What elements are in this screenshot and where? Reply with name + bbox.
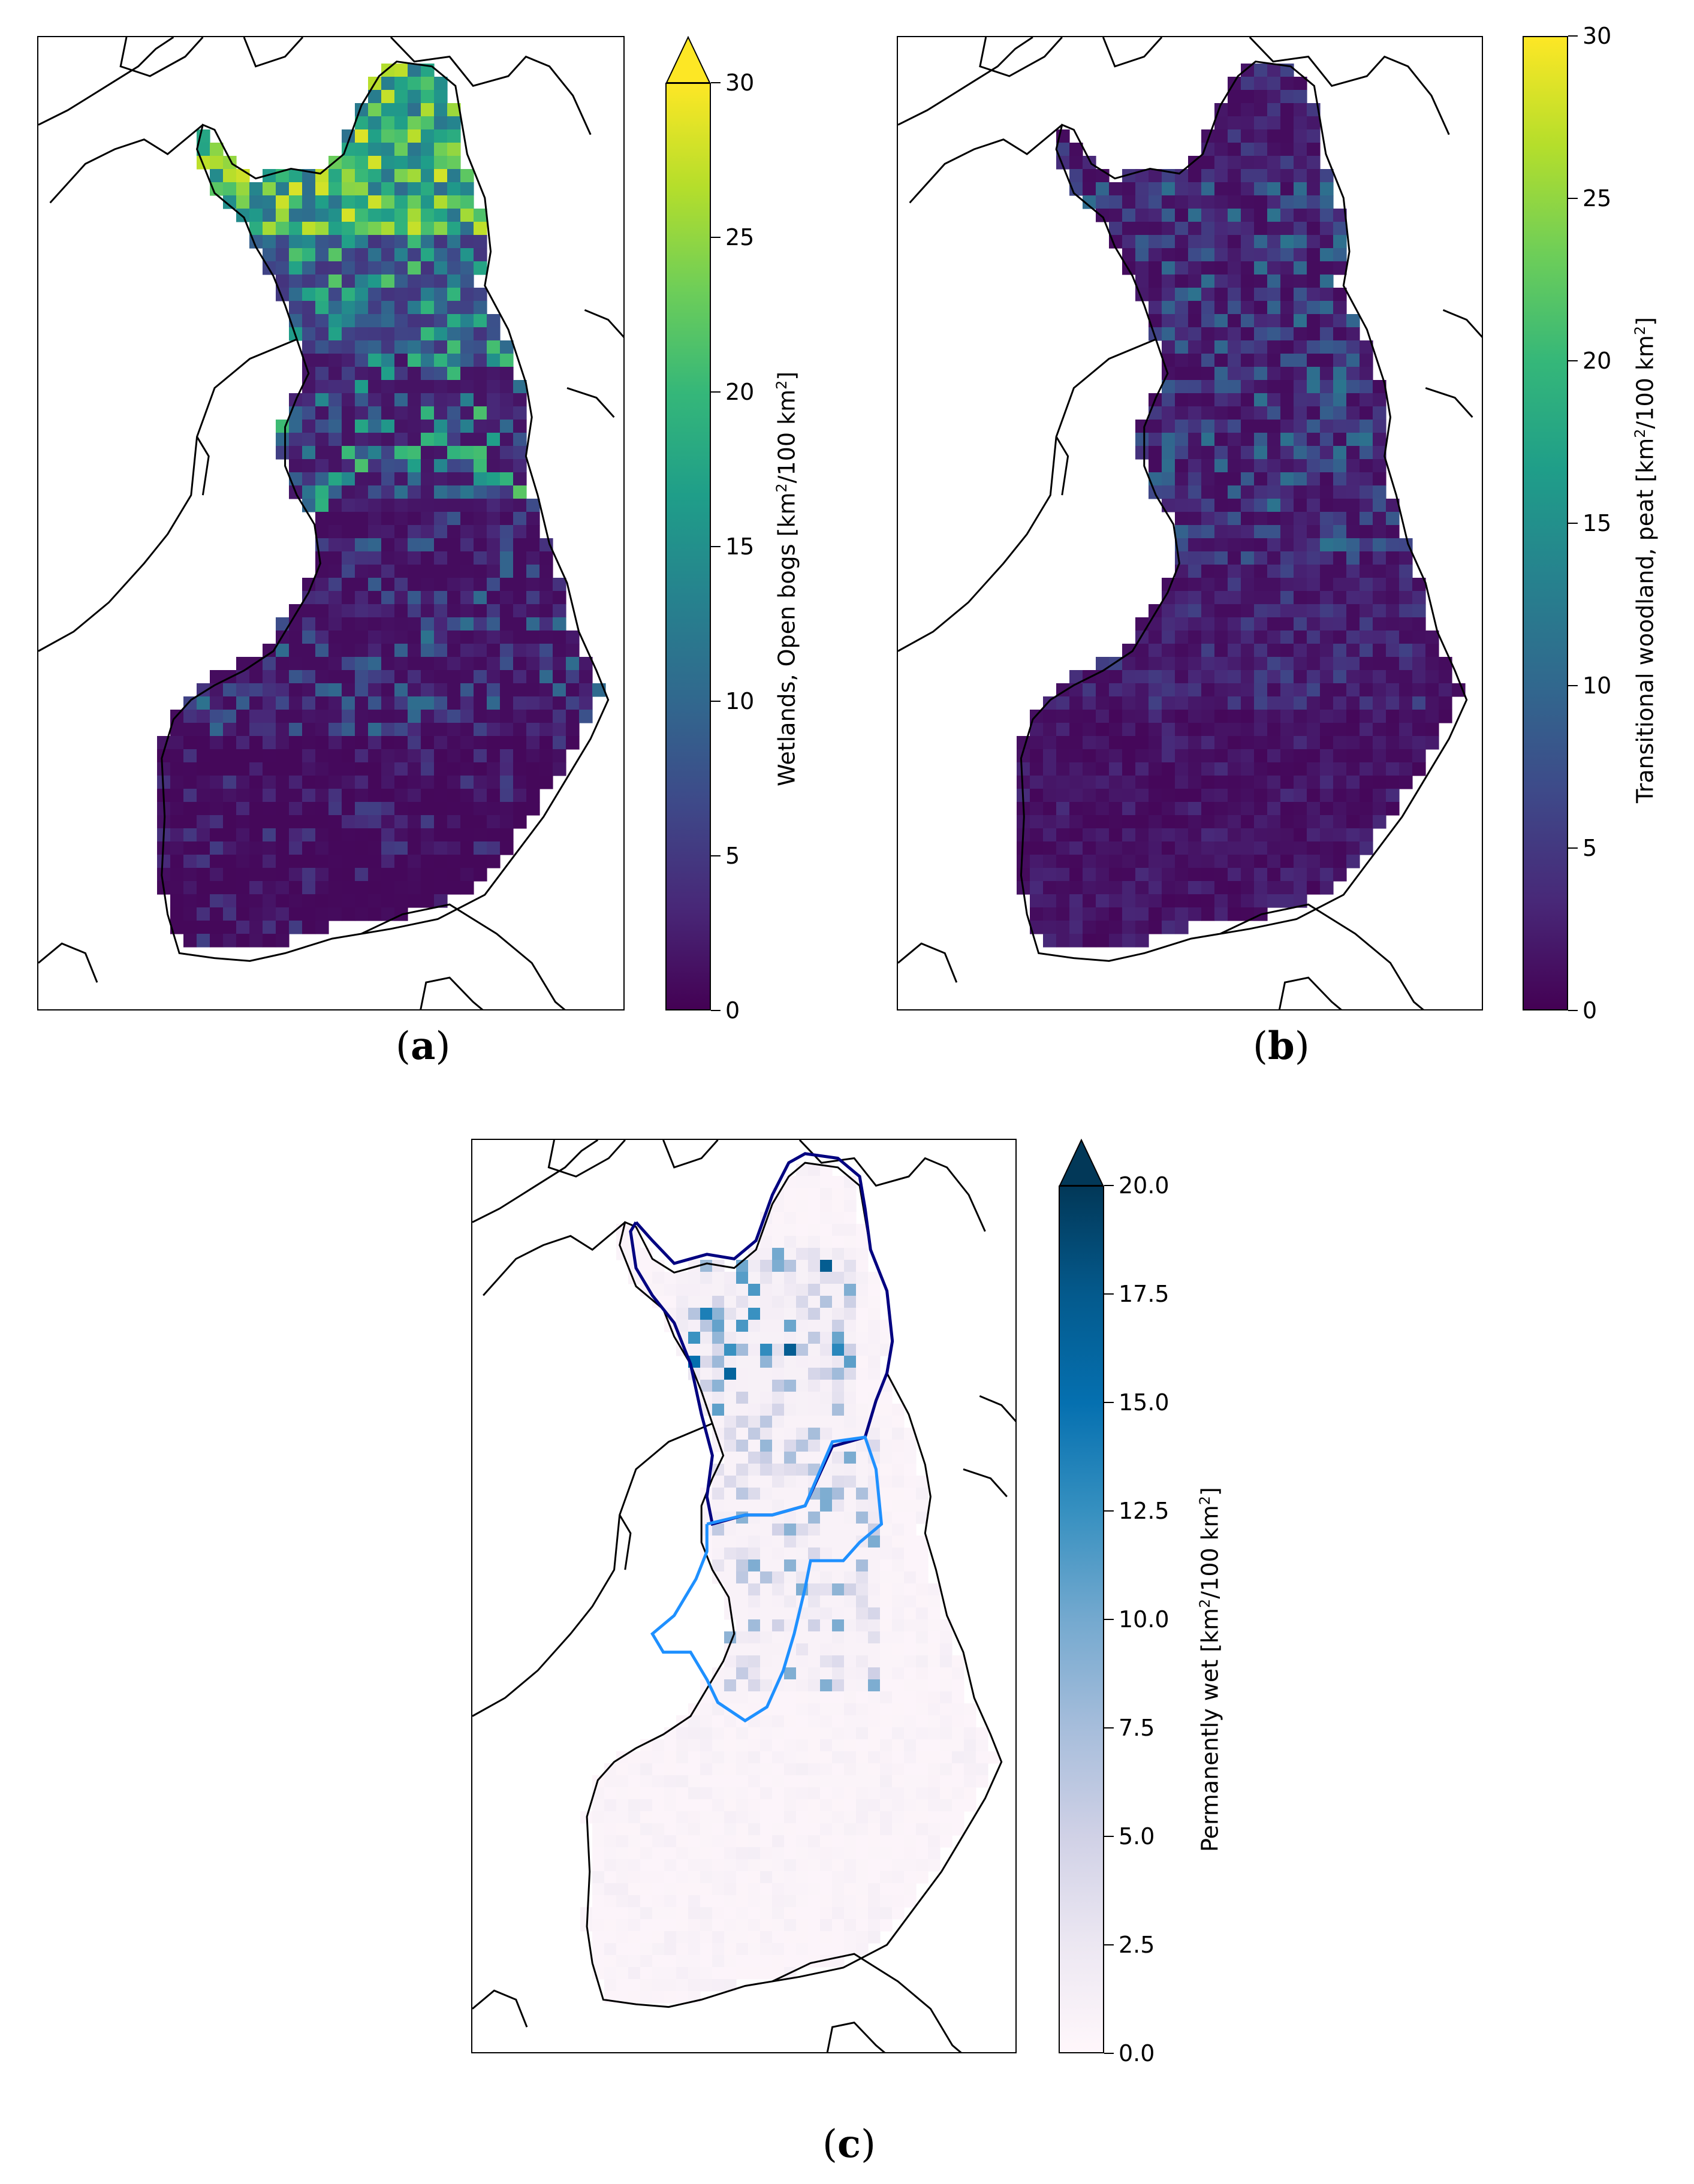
map-b — [897, 36, 1483, 1010]
colorbar-c-tick — [1104, 1510, 1114, 1512]
colorbar-c-tick — [1104, 1293, 1114, 1295]
colorbar-b-tick — [1568, 198, 1578, 199]
colorbar-c-tick-label: 20.0 — [1119, 1172, 1169, 1199]
colorbar-c-tick-label: 2.5 — [1119, 1932, 1155, 1958]
colorbar-c-tick-label: 12.5 — [1119, 1498, 1169, 1524]
colorbar-b-tick-label: 20 — [1583, 348, 1612, 374]
colorbar-a-tick — [711, 237, 721, 238]
colorbar-a-tick — [711, 391, 721, 393]
colorbar-a-tick — [711, 855, 721, 856]
colorbar-a-tick-label: 5 — [725, 843, 740, 869]
colorbar-c-tick — [1104, 1185, 1114, 1186]
colorbar-c-label: Permanently wet [km2/100 km2] — [1196, 1487, 1223, 1852]
colorbar-b-tick — [1568, 523, 1578, 524]
colorbar-a-tick — [711, 82, 721, 83]
colorbar-c — [1059, 1185, 1104, 2053]
colorbar-c-extend-arrow — [1059, 1139, 1104, 1186]
colorbar-a-extend-arrow — [665, 36, 711, 83]
colorbar-b-tick-label: 30 — [1583, 23, 1612, 49]
colorbar-a-tick — [711, 701, 721, 702]
colorbar-b-tick-label: 25 — [1583, 185, 1612, 212]
colorbar-a-tick — [711, 546, 721, 547]
colorbar-b-tick-label: 5 — [1583, 835, 1597, 861]
colorbar-b-tick-label: 10 — [1583, 672, 1612, 699]
colorbar-a — [665, 83, 711, 1010]
map-c-svg — [472, 1140, 1015, 2052]
colorbar-c-tick-label: 0.0 — [1119, 2040, 1155, 2067]
colorbar-c-tick — [1104, 1402, 1114, 1403]
colorbar-c-tick — [1104, 1619, 1114, 1620]
colorbar-b-tick — [1568, 35, 1578, 37]
colorbar-b-tick — [1568, 360, 1578, 361]
colorbar-c-tick — [1104, 1727, 1114, 1729]
colorbar-a-label: Wetlands, Open bogs [km2/100 km2] — [773, 371, 800, 786]
map-b-svg — [898, 37, 1482, 1009]
colorbar-b-tick — [1568, 847, 1578, 849]
colorbar-a-tick-label: 10 — [725, 688, 755, 714]
colorbar-c-tick-label: 17.5 — [1119, 1281, 1169, 1307]
colorbar-c-tick — [1104, 1944, 1114, 1945]
colorbar-b-tick — [1568, 1010, 1578, 1011]
colorbar-c-tick-label: 15.0 — [1119, 1389, 1169, 1416]
colorbar-a-tick-label: 0 — [725, 997, 740, 1024]
colorbar-c-tick-label: 7.5 — [1119, 1715, 1155, 1741]
colorbar-b-label: Transitional woodland, peat [km2/100 km2… — [1632, 316, 1659, 803]
panel-label-b: (b) — [1253, 1024, 1310, 1069]
colorbar-a-tick — [711, 1010, 721, 1011]
colorbar-c-tick — [1104, 1836, 1114, 1837]
map-a-svg — [38, 37, 623, 1009]
panel-label-a: (a) — [396, 1024, 451, 1069]
colorbar-b-tick-label: 0 — [1583, 997, 1597, 1024]
map-a — [37, 36, 625, 1010]
panel-label-c: (c) — [822, 2122, 876, 2167]
colorbar-a-tick-label: 15 — [725, 533, 755, 560]
colorbar-b — [1523, 36, 1568, 1010]
colorbar-c-tick-label: 10.0 — [1119, 1606, 1169, 1633]
colorbar-c-tick-label: 5.0 — [1119, 1823, 1155, 1850]
colorbar-b-tick — [1568, 685, 1578, 686]
colorbar-a-tick-label: 25 — [725, 224, 755, 251]
map-c — [471, 1139, 1017, 2053]
colorbar-c-tick — [1104, 2053, 1114, 2054]
colorbar-a-tick-label: 20 — [725, 379, 755, 405]
colorbar-b-tick-label: 15 — [1583, 510, 1612, 536]
colorbar-a-tick-label: 30 — [725, 70, 755, 96]
